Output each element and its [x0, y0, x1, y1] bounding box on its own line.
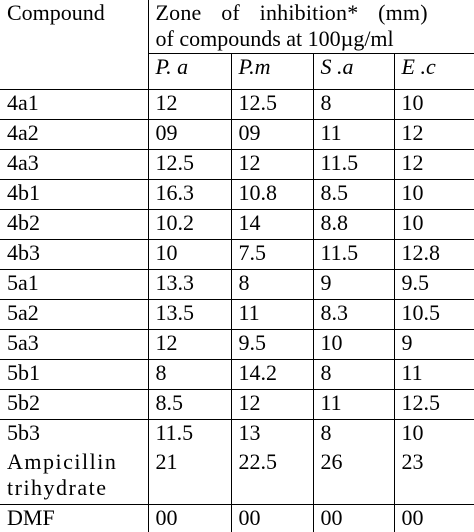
compound-cell: 5a1 — [0, 269, 148, 299]
compound-cell: 5b3 — [0, 419, 148, 449]
value-cell: 10.8 — [231, 179, 313, 209]
compound-cell: 4a3 — [0, 149, 148, 179]
compound-cell: 5b2 — [0, 389, 148, 419]
value-cell: 10 — [148, 239, 231, 269]
table-header-row: Compound Zone of inhibition* (mm) of com… — [0, 0, 474, 53]
compound-column-header: Compound — [0, 0, 148, 89]
zone-header-line-2: of compounds at 100µg/ml — [156, 26, 474, 52]
zone-of-inhibition-header: Zone of inhibition* (mm) of compounds at… — [148, 0, 474, 53]
value-cell: 00 — [394, 504, 474, 532]
organism-header-pa: P. a — [148, 53, 231, 89]
value-cell: 11 — [231, 299, 313, 329]
value-cell: 8 — [231, 269, 313, 299]
compound-cell-control: DMF — [0, 504, 148, 532]
compound-cell: 4a1 — [0, 89, 148, 119]
standard-name-line-1: Ampicillin — [7, 449, 148, 475]
value-cell: 10 — [394, 209, 474, 239]
value-cell: 12 — [148, 89, 231, 119]
organism-header-pm: P.m — [231, 53, 313, 89]
value-cell: 8 — [148, 359, 231, 389]
value-cell: 9.5 — [231, 329, 313, 359]
compound-cell: 4b1 — [0, 179, 148, 209]
value-cell: 11.5 — [148, 419, 231, 449]
value-cell: 09 — [148, 119, 231, 149]
value-cell: 12 — [148, 329, 231, 359]
value-cell: 00 — [231, 504, 313, 532]
value-cell: 00 — [313, 504, 394, 532]
value-cell: 09 — [231, 119, 313, 149]
value-cell: 14.2 — [231, 359, 313, 389]
value-cell: 12 — [394, 119, 474, 149]
value-cell: 12 — [394, 149, 474, 179]
value-cell: 12.5 — [394, 389, 474, 419]
value-cell: 16.3 — [148, 179, 231, 209]
compound-cell: 4a2 — [0, 119, 148, 149]
value-cell: 8 — [313, 359, 394, 389]
value-cell: 8 — [313, 89, 394, 119]
value-cell: 9 — [313, 269, 394, 299]
value-cell: 10 — [313, 329, 394, 359]
value-cell: 8.8 — [313, 209, 394, 239]
value-cell: 8 — [313, 419, 394, 449]
value-cell: 11 — [394, 359, 474, 389]
value-cell: 9.5 — [394, 269, 474, 299]
value-cell: 00 — [148, 504, 231, 532]
organism-header-ec: E .c — [394, 53, 474, 89]
value-cell: 11 — [313, 389, 394, 419]
value-cell: 8.3 — [313, 299, 394, 329]
compound-cell: 5a3 — [0, 329, 148, 359]
value-cell: 10.5 — [394, 299, 474, 329]
value-cell: 9 — [394, 329, 474, 359]
value-cell: 13 — [231, 419, 313, 449]
value-cell: 12 — [231, 389, 313, 419]
compound-cell: 5b1 — [0, 359, 148, 389]
value-cell: 13.5 — [148, 299, 231, 329]
value-cell: 10 — [394, 179, 474, 209]
value-cell: 26 — [313, 449, 394, 504]
value-cell: 10 — [394, 89, 474, 119]
value-cell: 13.3 — [148, 269, 231, 299]
value-cell: 12.5 — [148, 149, 231, 179]
value-cell: 11 — [313, 119, 394, 149]
organism-header-sa: S .a — [313, 53, 394, 89]
value-cell: 22.5 — [231, 449, 313, 504]
value-cell: 12.5 — [231, 89, 313, 119]
zone-header-line-1: Zone of inhibition* (mm) — [156, 0, 474, 26]
compound-cell: 4b2 — [0, 209, 148, 239]
value-cell: 8.5 — [313, 179, 394, 209]
value-cell: 11.5 — [313, 239, 394, 269]
standard-name-line-2: trihydrate — [7, 475, 148, 501]
value-cell: 12.8 — [394, 239, 474, 269]
table-row-standard: Ampicillin trihydrate 21 22.5 26 23 — [0, 449, 474, 504]
value-cell: 11.5 — [313, 149, 394, 179]
value-cell: 10 — [394, 419, 474, 449]
table-row-control: DMF 00 00 00 00 — [0, 504, 474, 532]
value-cell: 7.5 — [231, 239, 313, 269]
value-cell: 23 — [394, 449, 474, 504]
value-cell: 8.5 — [148, 389, 231, 419]
compound-cell: 5a2 — [0, 299, 148, 329]
value-cell: 12 — [231, 149, 313, 179]
value-cell: 21 — [148, 449, 231, 504]
compound-cell: 4b3 — [0, 239, 148, 269]
value-cell: 10.2 — [148, 209, 231, 239]
value-cell: 14 — [231, 209, 313, 239]
compound-cell-standard: Ampicillin trihydrate — [0, 449, 148, 504]
